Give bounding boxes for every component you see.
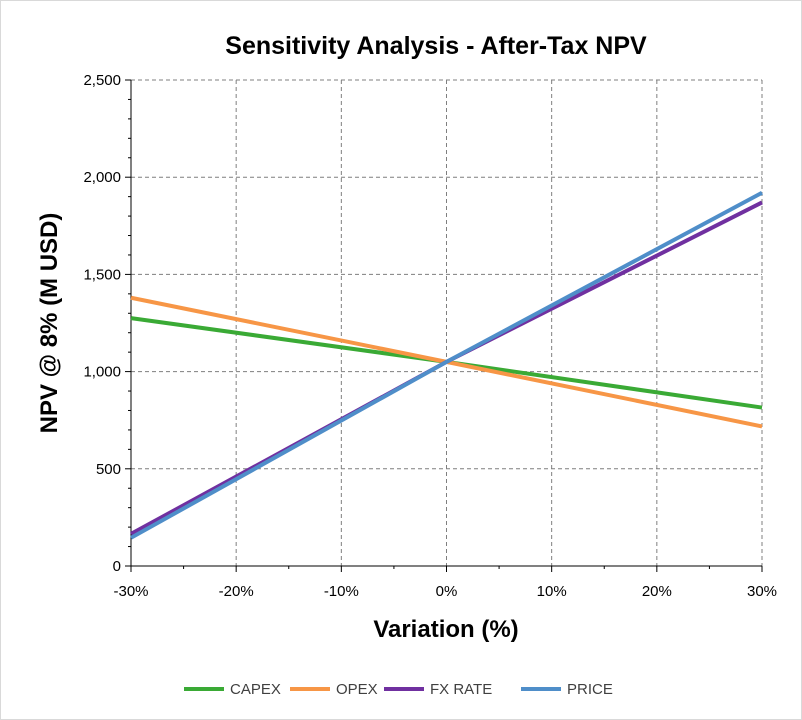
y-tick-label: 2,500 <box>83 72 121 89</box>
x-tick-label: 30% <box>747 583 777 600</box>
grid <box>131 79 763 566</box>
y-tick-label: 2,000 <box>83 169 121 186</box>
legend-item: PRICE <box>521 681 613 698</box>
y-axis-title: NPV @ 8% (M USD) <box>36 213 63 434</box>
y-tick-label: 0 <box>113 558 121 575</box>
legend-label: OPEX <box>336 681 378 698</box>
y-tick-label: 1,500 <box>83 266 121 283</box>
legend-label: PRICE <box>567 681 613 698</box>
legend-label: FX RATE <box>430 681 492 698</box>
y-tick-label: 1,000 <box>83 364 121 381</box>
series-line-price <box>130 190 763 540</box>
legend-item: OPEX <box>290 681 378 698</box>
x-tick-label: -10% <box>324 583 359 600</box>
legend: CAPEX OPEX FX RATE PRICE <box>184 681 613 698</box>
x-tick-label: -20% <box>219 583 254 600</box>
axes: 0 500 1,000 1,500 2,000 2,500 -30% -20% -10% 0% 10… <box>83 72 777 600</box>
x-tick-label: 0% <box>436 583 458 600</box>
series-lines <box>130 190 763 540</box>
x-tick-label: -30% <box>113 583 148 600</box>
legend-label: CAPEX <box>230 681 281 698</box>
x-axis-title: Variation (%) <box>373 616 518 643</box>
legend-item: FX RATE <box>384 681 492 698</box>
x-tick-label: 20% <box>642 583 672 600</box>
chart-title: Sensitivity Analysis - After-Tax NPV <box>225 32 647 60</box>
legend-item: CAPEX <box>184 681 281 698</box>
x-tick-label: 10% <box>537 583 567 600</box>
y-tick-label: 500 <box>96 461 121 478</box>
